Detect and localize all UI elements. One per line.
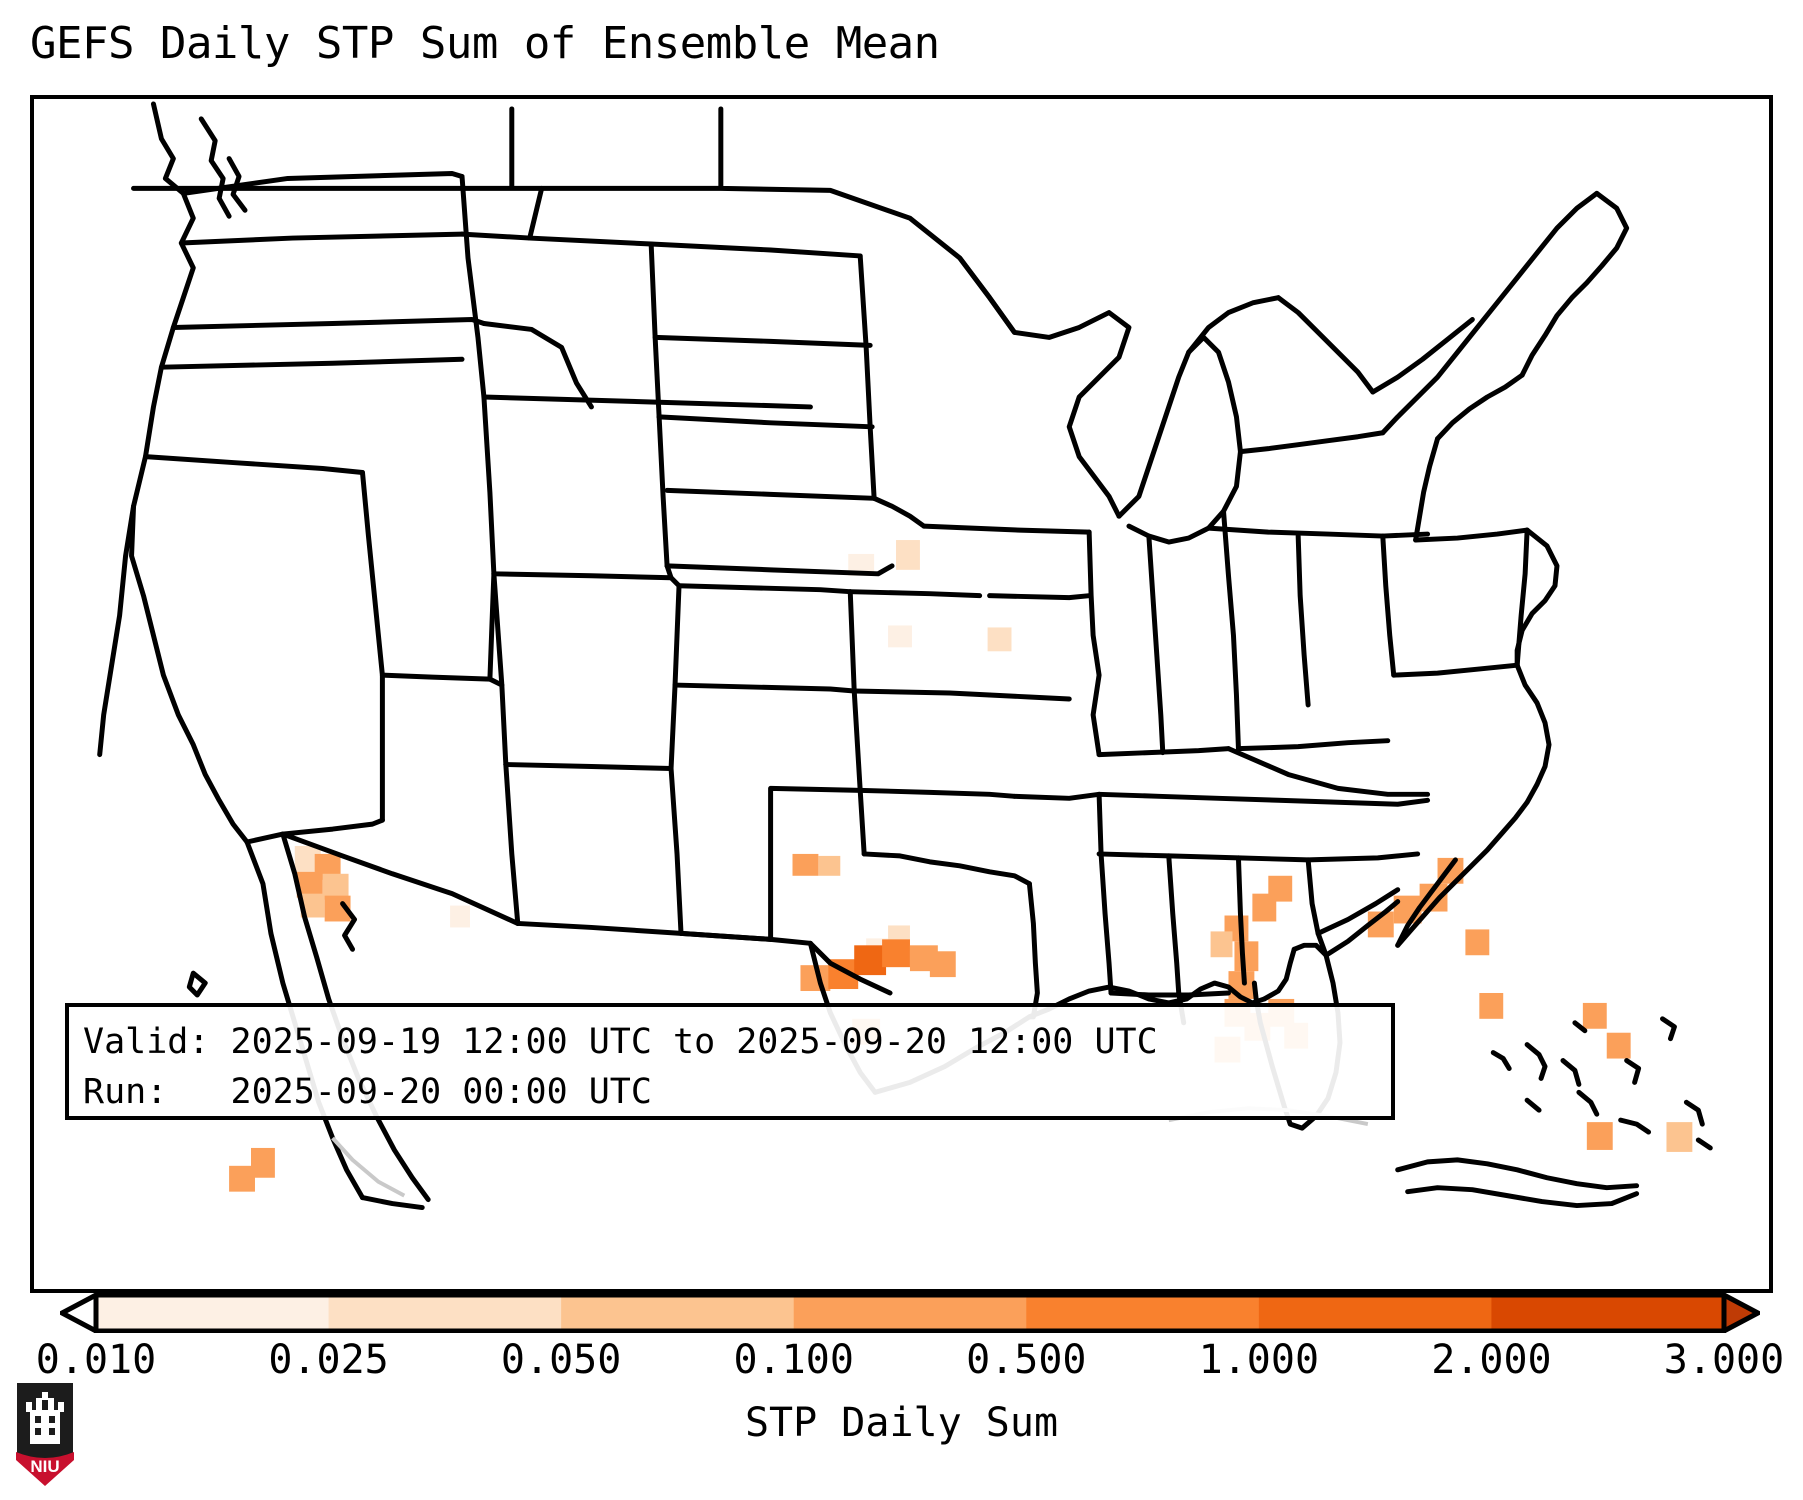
geography-outlines [97, 101, 1713, 1211]
colorbar-outline [60, 1293, 1760, 1333]
colorbar-tick-label: 3.000 [1663, 1337, 1785, 1383]
map-grid-cell [250, 1147, 275, 1178]
colorbar-segment [793, 1295, 1027, 1331]
page-title: GEFS Daily STP Sum of Ensemble Mean [30, 18, 940, 69]
colorbar-segment [1258, 1295, 1493, 1331]
colorbar-segments [96, 1295, 1725, 1331]
colorbar [60, 1293, 1760, 1333]
colorbar-tick-label: 1.000 [1198, 1337, 1320, 1383]
map-grid-cell [1228, 971, 1255, 999]
map-grid-cell [848, 553, 875, 576]
colorbar-over-arrow [1721, 1293, 1760, 1333]
map-grid-cell [1606, 1032, 1631, 1059]
colorbar-segment [96, 1295, 330, 1331]
castle-tower-icon [26, 1392, 64, 1444]
colorbar-tick-label: 0.100 [733, 1337, 854, 1383]
colorbar-tick-label: 0.500 [966, 1337, 1087, 1383]
map-grid-cell [1586, 1122, 1613, 1150]
colorbar-segment [328, 1295, 562, 1331]
niu-banner [16, 1452, 74, 1486]
colorbar-tick-label: 0.050 [500, 1337, 622, 1383]
niu-logo-svg: NIU [15, 1381, 75, 1488]
info-box: Valid: 2025-09-19 12:00 UTC to 2025-09-2… [65, 1003, 1395, 1120]
map-grid-cell [322, 873, 349, 900]
map-grid-cell [1234, 941, 1259, 972]
colorbar-tick-label: 0.010 [35, 1337, 157, 1383]
faint-coastlines [331, 1106, 1369, 1198]
colorbar-tick-label: 0.025 [268, 1337, 389, 1383]
niu-logo: NIU [14, 1380, 76, 1488]
map-grid-cell [818, 855, 841, 876]
map-grid-cell [1479, 992, 1504, 1019]
colorbar-segment [1026, 1295, 1260, 1331]
map-grid-cell [929, 951, 956, 978]
map-grid-cell [300, 893, 325, 918]
colorbar-axis-label: STP Daily Sum [744, 1400, 1059, 1446]
map-grid-cell [1268, 875, 1293, 902]
valid-time-line: Valid: 2025-09-19 12:00 UTC to 2025-09-2… [83, 1022, 1158, 1062]
colorbar-segment [561, 1295, 795, 1331]
map-grid-cell [1582, 1002, 1607, 1029]
colorbar-tick-labels: 0.010 0.025 0.050 0.100 0.500 1.000 2.000 3.000 [0, 1337, 1803, 1387]
map-grid-cell [896, 540, 920, 570]
map-panel: Valid: 2025-09-19 12:00 UTC to 2025-09-2… [30, 95, 1773, 1293]
colorbar-segment [1491, 1295, 1725, 1331]
map-grid-cell [792, 853, 819, 876]
map-grid-cell [987, 627, 1012, 652]
map-grid-cell [1210, 931, 1233, 958]
map-grid-cell [882, 939, 910, 968]
map-grid-cell [1666, 1122, 1693, 1152]
map-grid-cell [854, 945, 887, 976]
map-grid-cell [450, 905, 470, 928]
map-grid-cell [1465, 929, 1490, 956]
colorbar-svg [60, 1293, 1760, 1333]
colorbar-under-arrow [60, 1293, 99, 1333]
map-svg [97, 101, 1713, 1211]
niu-banner-text: NIU [30, 1457, 59, 1476]
colorbar-tick-label: 2.000 [1431, 1337, 1552, 1383]
map-grid-cell [888, 625, 912, 648]
map-grid-cell [229, 1165, 255, 1192]
castle-windows [35, 1416, 55, 1435]
run-time-line: Run: 2025-09-20 00:00 UTC [83, 1072, 652, 1112]
